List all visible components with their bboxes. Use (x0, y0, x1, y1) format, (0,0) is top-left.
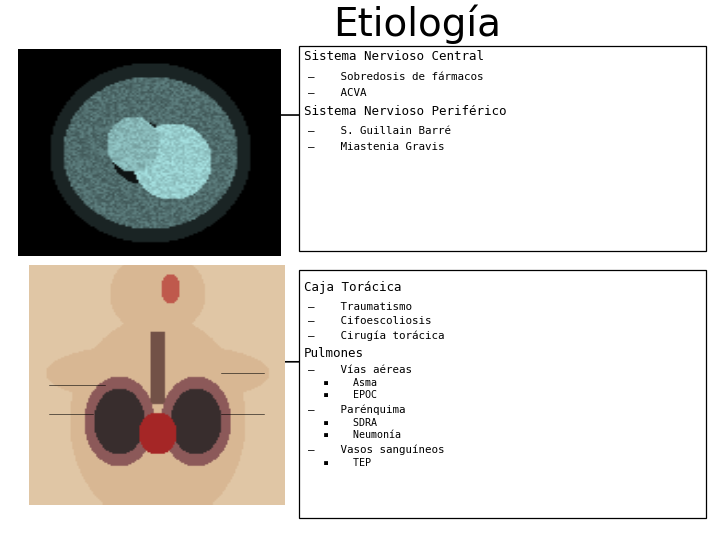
Text: ▪    TEP: ▪ TEP (323, 458, 371, 468)
Text: –    Cirugía torácica: – Cirugía torácica (308, 330, 445, 341)
Text: Pulmones: Pulmones (304, 347, 364, 360)
Text: Sistema Nervioso Periférico: Sistema Nervioso Periférico (304, 105, 506, 118)
Text: –    S. Guillain Barré: – S. Guillain Barré (308, 126, 451, 136)
Text: –    Parénquima: – Parénquima (308, 404, 405, 415)
Text: –    Cifoescoliosis: – Cifoescoliosis (308, 316, 432, 326)
Text: Caja Torácica: Caja Torácica (304, 281, 401, 294)
Text: –    Traumatismo: – Traumatismo (308, 302, 412, 312)
Text: ▪    SDRA: ▪ SDRA (323, 418, 377, 428)
Text: ▪    EPOC: ▪ EPOC (323, 390, 377, 400)
Text: Etiología: Etiología (333, 4, 502, 44)
Text: ▪    Neumonía: ▪ Neumonía (323, 430, 400, 440)
Text: –    ACVA: – ACVA (308, 88, 366, 98)
Text: ▪    Asma: ▪ Asma (323, 379, 377, 388)
FancyBboxPatch shape (299, 46, 706, 251)
Text: –    Vías aéreas: – Vías aéreas (308, 365, 412, 375)
Text: –    Sobredosis de fármacos: – Sobredosis de fármacos (308, 72, 484, 82)
Text: Sistema Nervioso Central: Sistema Nervioso Central (304, 50, 484, 63)
FancyBboxPatch shape (299, 270, 706, 518)
Text: –    Vasos sanguíneos: – Vasos sanguíneos (308, 444, 445, 455)
Text: –    Miastenia Gravis: – Miastenia Gravis (308, 143, 445, 152)
